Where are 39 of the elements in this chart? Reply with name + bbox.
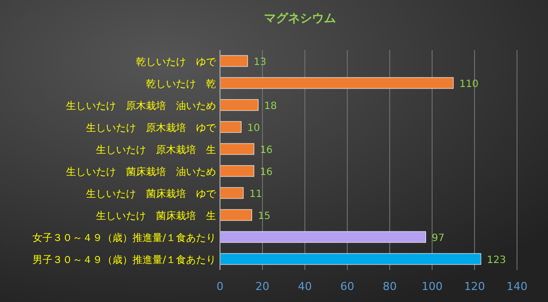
bar [220,165,254,177]
x-tick-label: 80 [382,280,397,293]
data-label: 11 [249,189,262,200]
bar [220,187,244,199]
y-tick-label: 女子３０～４９（歳）推進量/１食あたり [32,232,216,244]
bar [220,253,482,265]
data-label: 18 [264,101,277,112]
bar [220,77,454,89]
data-label: 123 [486,255,506,266]
y-tick-label: 生しいたけ 原木栽培 油いため [66,100,216,112]
bar [220,143,254,155]
y-tick-label: 生しいたけ 原木栽培 ゆで [86,122,217,134]
data-label: 15 [258,211,271,222]
y-tick-label: 生しいたけ 菌床栽培 生 [96,210,216,222]
data-label: 97 [432,233,445,244]
bar [220,209,252,221]
y-tick-label: 乾しいたけ 乾 [146,78,216,90]
data-label: 16 [260,167,273,178]
x-tick-label: 0 [216,280,224,293]
bar [220,121,242,133]
x-tick-label: 120 [464,280,486,293]
y-tick-label: 乾しいたけ ゆで [136,56,217,68]
chart-title: マグネシウム [264,11,336,25]
data-label: 13 [254,57,266,68]
x-tick-label: 60 [340,280,354,293]
data-label: 16 [260,145,273,156]
y-tick-label: 男子３０～４９（歳）推進量/１食あたり [32,254,216,266]
x-tick-label: 40 [298,280,312,293]
data-label: 10 [247,123,260,134]
y-tick-label: 生しいたけ 原木栽培 生 [96,144,216,156]
x-tick-label: 20 [255,280,270,293]
bar [220,231,426,243]
x-tick-label: 140 [506,280,528,293]
y-tick-label: 生しいたけ 菌床栽培 油いため [66,166,216,178]
data-label: 110 [459,79,478,90]
y-tick-label: 生しいたけ 菌床栽培 ゆで [86,188,217,200]
x-tick-label: 100 [422,280,443,293]
bar [220,55,248,67]
bar [220,99,258,111]
